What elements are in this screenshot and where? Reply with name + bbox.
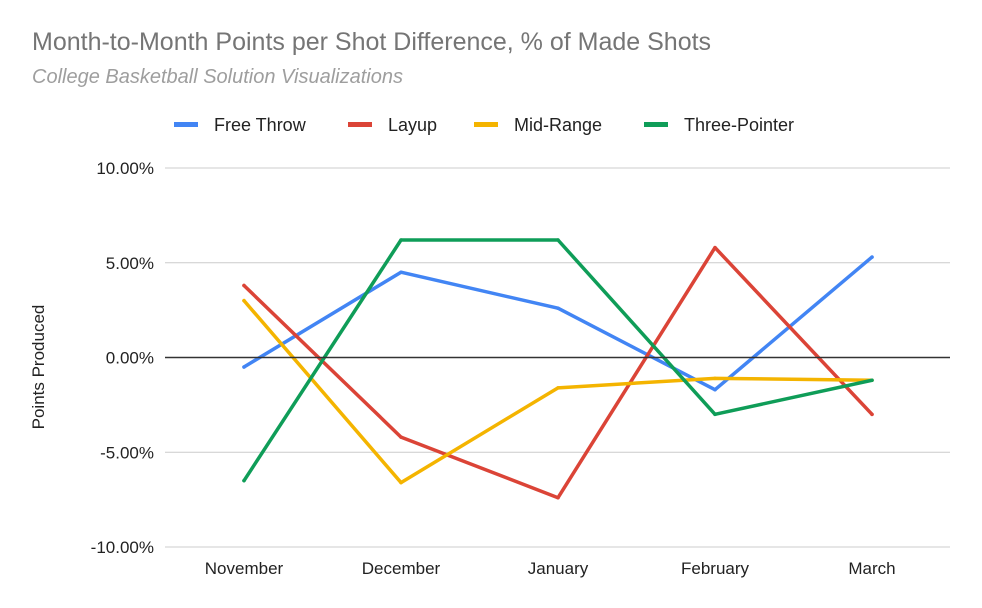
x-tick-label: January (528, 559, 589, 578)
legend-label: Layup (388, 115, 437, 135)
data-point (870, 412, 874, 417)
chart-title: Month-to-Month Points per Shot Differenc… (32, 28, 712, 56)
y-tick-label: 5.00% (106, 254, 154, 273)
legend-swatch (174, 122, 198, 127)
data-point (399, 270, 403, 274)
data-point (713, 412, 717, 417)
legend-label: Three-Pointer (684, 115, 794, 135)
legend-swatch (348, 122, 372, 127)
y-tick-label: -10.00% (91, 538, 154, 557)
data-point (399, 480, 403, 485)
data-point (242, 298, 246, 303)
series-line-mid-range (242, 298, 874, 485)
x-tick-label: November (205, 559, 284, 578)
data-point (556, 238, 560, 242)
data-point (242, 365, 246, 369)
y-axis-title: Points Produced (29, 305, 48, 430)
x-tick-label: December (362, 559, 441, 578)
legend-swatch (474, 122, 498, 127)
y-tick-label: 10.00% (96, 159, 154, 178)
data-point (556, 386, 560, 390)
legend-swatch (644, 122, 668, 127)
series-line-three-pointer (242, 238, 874, 483)
data-point (713, 245, 717, 250)
data-point (399, 435, 403, 439)
legend-label: Free Throw (214, 115, 307, 135)
x-tick-label: February (681, 559, 750, 578)
data-point (870, 255, 874, 259)
series-line-layup (242, 245, 874, 500)
data-point (556, 495, 560, 500)
data-point (242, 478, 246, 483)
legend-label: Mid-Range (514, 115, 602, 135)
y-tick-label: -5.00% (100, 443, 154, 462)
series-line-free-throw (242, 255, 874, 392)
data-point (399, 238, 403, 242)
data-point (242, 283, 246, 288)
data-point (870, 378, 874, 382)
data-point (713, 376, 717, 381)
y-tick-label: 0.00% (106, 349, 154, 368)
x-tick-label: March (848, 559, 895, 578)
data-point (556, 306, 560, 310)
chart-subtitle: College Basketball Solution Visualizatio… (32, 66, 403, 88)
data-point (713, 387, 717, 392)
